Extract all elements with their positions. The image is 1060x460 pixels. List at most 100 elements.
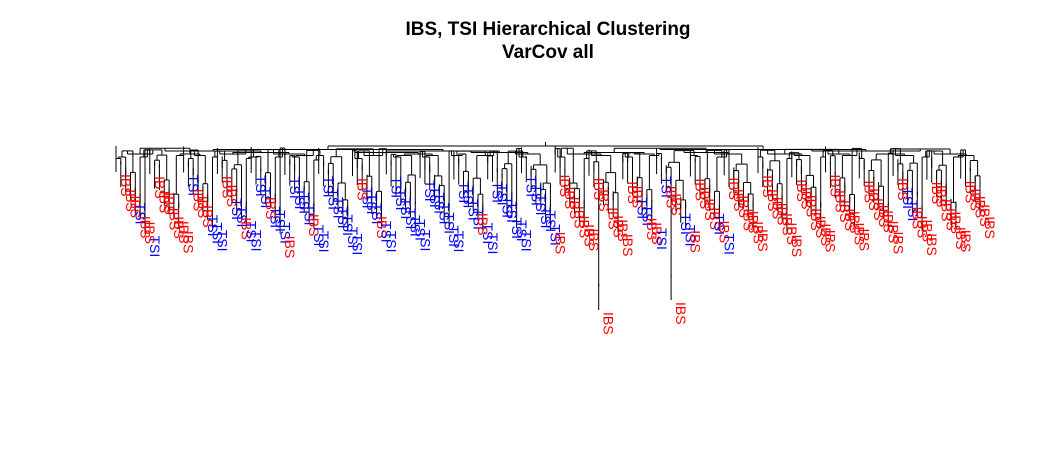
leaf-label-tsi: TSI: [403, 208, 419, 230]
leaf-label-tsi: TSI: [485, 233, 501, 255]
leaf-label-ibs: IBS: [572, 206, 588, 229]
leaf-label-ibs: IBS: [746, 211, 762, 234]
leaf-label-ibs: IBS: [707, 207, 723, 230]
leaf-label-ibs: IBS: [948, 211, 964, 234]
leaf-label-tsi: TSI: [384, 231, 400, 253]
leaf-label-tsi: TSI: [408, 215, 424, 237]
leaf-label-ibs: IBS: [828, 174, 844, 197]
leaf-label-ibs: IBS: [200, 205, 216, 228]
leaf-label-tsi: TSI: [133, 203, 149, 225]
leaf-label-ibs: IBS: [808, 208, 824, 231]
leaf-label-tsi: TSI: [292, 188, 308, 210]
leaf-label-tsi: TSI: [446, 225, 462, 247]
leaf-label-tsi: TSI: [683, 225, 699, 247]
leaf-label-ibs: IBS: [688, 230, 704, 253]
leaf-label-tsi: TSI: [509, 217, 525, 239]
leaf-label-tsi: TSI: [461, 187, 477, 209]
leaf-label-ibs: IBS: [890, 232, 906, 255]
leaf-label-ibs: IBS: [963, 181, 979, 204]
leaf-label-ibs: IBS: [881, 210, 897, 233]
leaf-label-ibs: IBS: [166, 208, 182, 231]
leaf-label-ibs: IBS: [157, 191, 173, 214]
leaf-label-ibs: IBS: [770, 197, 786, 220]
leaf-label-tsi: TSI: [287, 177, 303, 199]
leaf-label-ibs: IBS: [581, 224, 597, 247]
leaf-label-ibs: IBS: [837, 200, 853, 223]
leaf-label-tsi: TSI: [369, 203, 385, 225]
leaf-label-tsi: TSI: [412, 219, 428, 241]
leaf-label-tsi: TSI: [229, 198, 245, 220]
leaf-label-ibs: IBS: [799, 187, 815, 210]
leaf-label-tsi: TSI: [244, 221, 260, 243]
leaf-label-ibs: IBS: [128, 196, 144, 219]
leaf-label-tsi: TSI: [635, 197, 651, 219]
leaf-label-ibs: IBS: [171, 216, 187, 239]
leaf-label-tsi: TSI: [524, 175, 540, 197]
leaf-label-ibs: IBS: [567, 197, 583, 220]
leaf-label-tsi: TSI: [301, 204, 317, 226]
leaf-label-tsi: TSI: [499, 196, 515, 218]
leaf-label-tsi: TSI: [417, 230, 433, 252]
leaf-label-ibs: IBS: [615, 219, 631, 242]
leaf-label-ibs: IBS: [779, 213, 795, 236]
leaf-label-tsi: TSI: [388, 176, 404, 198]
leaf-label-tsi: TSI: [495, 184, 511, 206]
leaf-label-ibs: IBS: [789, 235, 805, 258]
leaf-label-ibs: IBS: [649, 222, 665, 245]
leaf-label-ibs: IBS: [123, 189, 139, 212]
leaf-label-ibs: IBS: [741, 208, 757, 231]
leaf-label-ibs: IBS: [982, 216, 998, 239]
leaf-label-ibs: IBS: [118, 174, 134, 197]
leaf-label-tsi: TSI: [639, 204, 655, 226]
leaf-label-ibs: IBS: [832, 190, 848, 213]
leaf-label-tsi: TSI: [277, 222, 293, 244]
leaf-label-tsi: TSI: [205, 215, 221, 237]
leaf-label-ibs: IBS: [663, 186, 679, 209]
leaf-label-ibs: IBS: [577, 216, 593, 239]
leaf-label-ibs: IBS: [857, 229, 873, 252]
leaf-label-ibs: IBS: [803, 195, 819, 218]
leaf-label-ibs: IBS: [794, 179, 810, 202]
leaf-label-ibs: IBS: [601, 312, 617, 335]
leaf-label-ibs: IBS: [224, 185, 240, 208]
leaf-label-ibs: IBS: [692, 178, 708, 201]
leaf-label-ibs: IBS: [190, 189, 206, 212]
leaf-label-tsi: TSI: [330, 197, 346, 219]
leaf-label-tsi: TSI: [147, 236, 163, 258]
leaf-label-tsi: TSI: [504, 201, 520, 223]
leaf-label-ibs: IBS: [876, 205, 892, 228]
leaf-label-tsi: TSI: [248, 230, 264, 252]
leaf-label-ibs: IBS: [306, 214, 322, 237]
leaf-label-tsi: TSI: [533, 194, 549, 216]
leaf-label-ibs: IBS: [606, 207, 622, 230]
leaf-label-ibs: IBS: [813, 216, 829, 239]
leaf-label-tsi: TSI: [432, 192, 448, 214]
leaf-label-ibs: IBS: [374, 216, 390, 239]
leaf-label-tsi: TSI: [519, 230, 535, 252]
leaf-label-tsi: TSI: [659, 176, 675, 198]
leaf-label-ibs: IBS: [755, 229, 771, 252]
leaf-label-ibs: IBS: [895, 178, 911, 201]
leaf-label-ibs: IBS: [717, 221, 733, 244]
leaf-label-ibs: IBS: [282, 236, 298, 259]
leaf-label-ibs: IBS: [137, 216, 153, 239]
leaf-label-tsi: TSI: [678, 213, 694, 235]
leaf-label-tsi: TSI: [335, 207, 351, 229]
leaf-label-ibs: IBS: [152, 176, 168, 199]
leaf-label-ibs: IBS: [842, 208, 858, 231]
leaf-label-tsi: TSI: [654, 228, 670, 250]
leaf-label-ibs: IBS: [784, 222, 800, 245]
leaf-label-ibs: IBS: [697, 187, 713, 210]
leaf-label-ibs: IBS: [750, 221, 766, 244]
leaf-label-ibs: IBS: [736, 195, 752, 218]
leaf-label-ibs: IBS: [475, 213, 491, 236]
leaf-label-ibs: IBS: [934, 185, 950, 208]
leaf-label-ibs: IBS: [765, 189, 781, 212]
leaf-label-ibs: IBS: [239, 217, 255, 240]
leaf-label-tsi: TSI: [340, 214, 356, 236]
leaf-label-tsi: TSI: [297, 192, 313, 214]
leaf-label-ibs: IBS: [939, 199, 955, 222]
leaf-label-tsi: TSI: [379, 221, 395, 243]
leaf-label-ibs: IBS: [263, 197, 279, 220]
